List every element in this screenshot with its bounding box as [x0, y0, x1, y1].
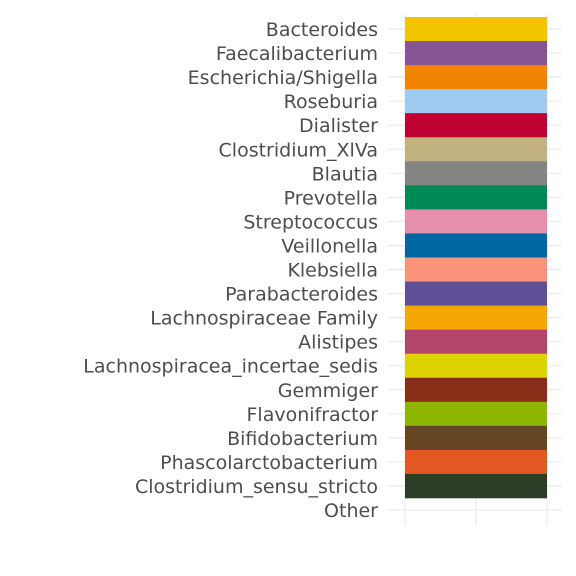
bar-flavonifractor [405, 401, 547, 427]
bar-prevotella [405, 185, 547, 210]
category-label: Veillonella [281, 235, 378, 257]
category-label: Parabacteroides [225, 284, 378, 306]
bar-clostridium-xlva [405, 137, 547, 162]
bar-bifidobacterium [405, 425, 547, 451]
bar-streptococcus [405, 209, 547, 234]
bar-roseburia [405, 89, 547, 114]
bar-parabacteroides [405, 281, 547, 306]
category-label: Prevotella [284, 187, 378, 209]
category-label: Clostridium_sensu_stricto [135, 476, 378, 498]
category-label: Streptococcus [243, 211, 378, 233]
label-layer: BacteroidesFaecalibacteriumEscherichia/S… [83, 19, 378, 522]
category-label: Dialister [299, 115, 378, 137]
bar-clostridium-sensu-stricto [405, 473, 547, 499]
bar-layer [405, 17, 547, 499]
bar-gemmiger [405, 377, 547, 403]
bar-alistipes [405, 329, 547, 354]
bar-lachnospiraceae-family [405, 305, 547, 330]
bar-blautia [405, 161, 547, 186]
category-label: Flavonifractor [246, 404, 378, 426]
bar-veillonella [405, 233, 547, 258]
bar-bacteroides [405, 17, 547, 42]
category-label: Blautia [312, 163, 378, 185]
category-label: Escherichia/Shigella [188, 67, 378, 89]
category-label: Bifidobacterium [227, 428, 378, 450]
category-label: Roseburia [284, 91, 378, 113]
category-label: Other [324, 500, 378, 522]
bar-phascolarctobacterium [405, 449, 547, 475]
category-label: Lachnospiraceae Family [150, 308, 378, 330]
category-label: Alistipes [298, 332, 378, 354]
category-label: Clostridium_XlVa [219, 139, 378, 161]
bar-dialister [405, 113, 547, 138]
category-label: Lachnospiracea_incertae_sedis [83, 356, 378, 378]
bar-faecalibacterium [405, 41, 547, 66]
category-label: Faecalibacterium [216, 43, 378, 65]
bar-lachnospiracea-incertae-sedis [405, 353, 547, 379]
category-label: Bacteroides [266, 19, 378, 41]
category-label: Klebsiella [287, 260, 378, 282]
category-label: Phascolarctobacterium [160, 452, 378, 474]
bar-escherichia-shigella [405, 65, 547, 90]
bar-klebsiella [405, 257, 547, 282]
category-label: Gemmiger [278, 380, 378, 402]
